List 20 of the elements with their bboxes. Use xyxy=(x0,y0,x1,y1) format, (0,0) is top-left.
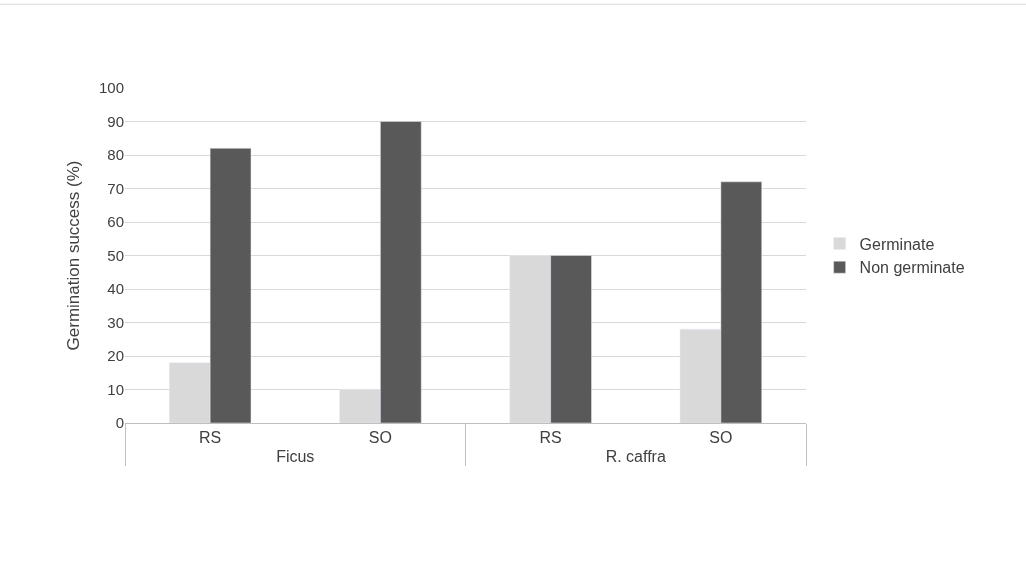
y-tick-label: 50 xyxy=(107,246,124,264)
x-tick-label: SO xyxy=(709,429,733,447)
y-tick-label: 20 xyxy=(107,347,124,365)
y-tick-label: 80 xyxy=(107,146,124,164)
y-tick-label: 10 xyxy=(107,380,124,398)
text: R. caffra xyxy=(605,448,666,466)
x-tick-label: RS xyxy=(199,429,222,447)
y-tick-label: 0 xyxy=(115,414,124,432)
legend-label: Non germinate xyxy=(859,259,965,277)
x-tick-label: RS xyxy=(539,429,562,447)
y-tick-label: 30 xyxy=(107,313,124,331)
y-tick-label: 40 xyxy=(107,280,124,298)
y-tick-label: 100 xyxy=(98,79,124,97)
y-tick-label: 70 xyxy=(107,179,124,197)
x-tick-label: SO xyxy=(368,429,392,447)
y-axis-title: Germination success (%) xyxy=(63,160,83,351)
text: Ficus xyxy=(276,448,315,466)
legend-label: Germinate xyxy=(859,235,935,253)
y-tick-label: 60 xyxy=(107,213,124,231)
y-tick-label: 90 xyxy=(107,112,124,130)
